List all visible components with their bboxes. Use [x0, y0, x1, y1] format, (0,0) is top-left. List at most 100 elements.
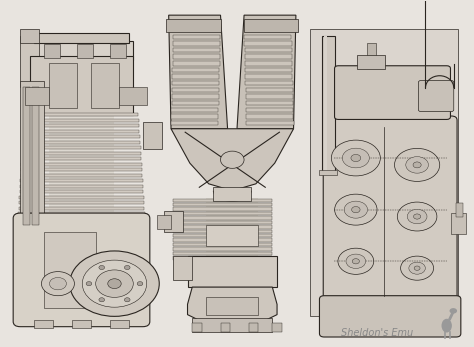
Bar: [119, 87, 147, 105]
Bar: [157, 215, 171, 229]
Bar: [273, 323, 282, 332]
Bar: [35, 320, 53, 328]
Bar: [172, 101, 219, 105]
Bar: [173, 48, 220, 52]
Bar: [30, 57, 133, 115]
Bar: [173, 243, 273, 246]
Bar: [21, 168, 142, 171]
Bar: [451, 213, 465, 234]
Bar: [357, 55, 385, 68]
Circle shape: [137, 281, 143, 286]
Bar: [173, 252, 273, 255]
Bar: [20, 179, 143, 183]
Bar: [245, 54, 292, 59]
Bar: [25, 113, 138, 116]
Bar: [21, 163, 142, 166]
FancyBboxPatch shape: [319, 296, 461, 337]
Circle shape: [99, 265, 105, 270]
Bar: [173, 198, 273, 202]
Circle shape: [99, 298, 105, 302]
Bar: [173, 41, 220, 46]
Bar: [173, 256, 192, 280]
Bar: [173, 212, 273, 215]
Bar: [172, 81, 219, 85]
Bar: [173, 35, 220, 39]
Bar: [173, 230, 273, 233]
Bar: [22, 146, 140, 150]
Bar: [249, 323, 258, 332]
Bar: [173, 256, 273, 260]
Bar: [23, 135, 140, 138]
Circle shape: [352, 206, 360, 213]
FancyBboxPatch shape: [323, 116, 457, 307]
Bar: [206, 197, 258, 260]
Bar: [18, 212, 145, 215]
Bar: [24, 124, 139, 127]
Circle shape: [124, 298, 130, 302]
Circle shape: [413, 214, 420, 219]
Circle shape: [49, 278, 66, 290]
Circle shape: [124, 265, 130, 270]
FancyBboxPatch shape: [419, 81, 454, 111]
Circle shape: [394, 149, 440, 181]
Bar: [245, 61, 292, 66]
Circle shape: [344, 201, 367, 218]
Bar: [24, 130, 139, 133]
Bar: [246, 88, 293, 92]
Bar: [456, 203, 463, 217]
Bar: [173, 208, 273, 211]
Circle shape: [401, 256, 434, 280]
Bar: [35, 33, 128, 43]
Bar: [246, 81, 292, 85]
Bar: [173, 247, 273, 251]
Circle shape: [449, 308, 457, 314]
Bar: [48, 111, 115, 222]
Circle shape: [397, 202, 437, 231]
FancyBboxPatch shape: [13, 213, 150, 327]
Circle shape: [70, 251, 159, 316]
Bar: [173, 203, 273, 206]
Bar: [30, 41, 133, 60]
Bar: [322, 36, 335, 172]
Circle shape: [346, 254, 365, 269]
Bar: [173, 225, 273, 229]
Bar: [110, 44, 126, 58]
Circle shape: [342, 148, 369, 168]
Bar: [319, 170, 337, 175]
Bar: [110, 320, 128, 328]
Bar: [246, 108, 293, 112]
Bar: [173, 61, 219, 66]
Bar: [192, 323, 201, 332]
Bar: [24, 119, 139, 122]
Circle shape: [414, 266, 420, 270]
Circle shape: [86, 281, 92, 286]
Bar: [173, 221, 273, 224]
Bar: [32, 87, 39, 225]
Bar: [206, 225, 258, 246]
Bar: [246, 94, 293, 99]
Bar: [245, 74, 292, 79]
Bar: [72, 320, 91, 328]
Bar: [23, 141, 140, 144]
Bar: [171, 114, 219, 119]
Bar: [19, 191, 143, 194]
Bar: [324, 36, 327, 172]
Bar: [245, 68, 292, 72]
Bar: [143, 122, 162, 150]
Bar: [18, 218, 145, 221]
Bar: [20, 29, 39, 43]
Circle shape: [338, 248, 374, 274]
Bar: [22, 152, 141, 155]
Polygon shape: [237, 15, 296, 129]
Bar: [192, 318, 273, 332]
Circle shape: [409, 262, 425, 274]
Circle shape: [352, 259, 359, 264]
Bar: [213, 187, 251, 201]
Bar: [245, 41, 292, 46]
Bar: [20, 81, 44, 232]
FancyBboxPatch shape: [335, 66, 450, 119]
Polygon shape: [169, 15, 228, 129]
Bar: [310, 29, 458, 316]
Bar: [172, 88, 219, 92]
Circle shape: [96, 270, 133, 297]
